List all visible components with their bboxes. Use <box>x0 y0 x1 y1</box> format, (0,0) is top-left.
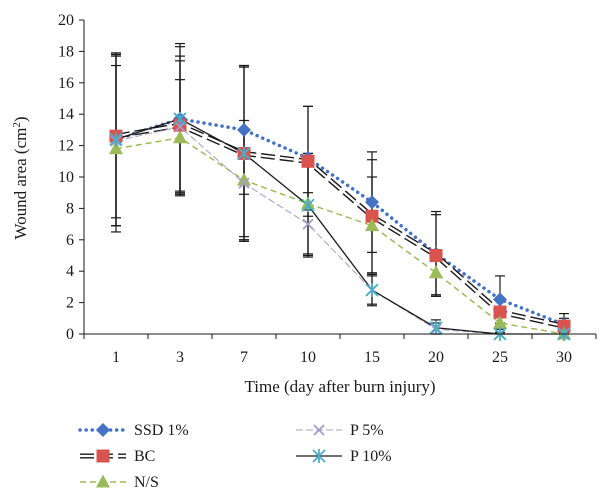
data-point <box>365 218 379 232</box>
legend-label: SSD 1% <box>134 422 189 439</box>
series-4 <box>115 118 564 335</box>
x-tick-label: 10 <box>300 349 316 366</box>
legend-swatch-marker <box>312 449 326 463</box>
y-axis-title-main: Wound area (cm <box>11 128 30 240</box>
data-point <box>237 172 251 186</box>
y-ticks: 0 2 4 6 8 10 12 14 16 18 20 <box>58 12 84 343</box>
data-point <box>109 141 123 155</box>
x-tick-label: 1 <box>112 349 120 366</box>
y-tick-label: 6 <box>66 232 74 249</box>
series-1 <box>115 122 565 329</box>
data-point <box>365 283 379 298</box>
data-point <box>429 265 443 279</box>
y-tick-label: 16 <box>58 75 74 92</box>
y-tick-label: 20 <box>58 12 74 29</box>
data-point <box>173 130 187 144</box>
legend-item: N/S <box>80 474 159 491</box>
x-tick-label: 7 <box>240 349 248 366</box>
x-ticks: 1 3 7 10 15 20 25 30 <box>83 334 597 366</box>
y-tick-label: 0 <box>66 326 74 343</box>
legend-swatch-marker <box>96 423 110 437</box>
series-markers-4 <box>109 111 571 341</box>
data-point <box>301 198 315 213</box>
data-point <box>237 122 251 137</box>
series-2 <box>115 136 565 335</box>
series-line <box>114 117 566 327</box>
legend-swatch-marker <box>313 424 325 436</box>
x-tick-label: 25 <box>492 349 508 366</box>
y-axis-title: Wound area (cm2) <box>11 116 30 239</box>
legend-item: P 10% <box>296 448 392 465</box>
data-point <box>109 132 123 147</box>
data-point <box>493 315 507 329</box>
data-point <box>301 154 315 168</box>
series-3 <box>115 126 564 335</box>
data-point <box>365 209 379 223</box>
legend-swatch-marker <box>96 449 110 463</box>
y-axis-title-sup: 2 <box>11 122 23 128</box>
axes: 0 2 4 6 8 10 12 14 16 18 20 1 3 7 10 15 20 25 30 <box>58 12 597 366</box>
series-line <box>115 136 565 335</box>
series-lines <box>114 117 566 335</box>
legend-label: BC <box>134 448 155 465</box>
series-markers-0 <box>109 111 571 332</box>
data-point <box>238 177 250 189</box>
y-tick-label: 10 <box>58 169 74 186</box>
series-line <box>115 118 564 335</box>
legend-label: P 5% <box>350 422 384 439</box>
series-line <box>115 126 564 335</box>
y-tick-label: 14 <box>58 106 74 123</box>
data-point <box>302 218 314 230</box>
x-tick-label: 30 <box>556 349 572 366</box>
y-tick-label: 8 <box>66 200 74 217</box>
data-point <box>557 319 571 333</box>
legend-label: P 10% <box>350 448 392 465</box>
data-point <box>429 249 443 262</box>
legend-label: N/S <box>134 474 159 491</box>
x-tick-label: 20 <box>428 349 444 366</box>
data-point <box>429 320 443 335</box>
y-tick-label: 12 <box>58 138 74 155</box>
data-point <box>365 195 379 210</box>
legend-swatch-marker <box>96 474 110 488</box>
data-point <box>493 305 507 319</box>
series-0 <box>114 117 566 327</box>
x-tick-label: 15 <box>364 349 380 366</box>
y-tick-label: 2 <box>66 295 74 312</box>
x-axis-title: Time (day after burn injury) <box>244 377 435 396</box>
x-tick-label: 3 <box>176 349 184 366</box>
legend: SSD 1% BC N/S P 5% P 10% <box>78 422 392 491</box>
y-tick-label: 4 <box>66 263 74 280</box>
data-point <box>173 111 187 126</box>
series-markers <box>109 111 571 341</box>
y-tick-label: 18 <box>58 43 74 60</box>
legend-item: P 5% <box>296 422 384 439</box>
legend-item: SSD 1% <box>78 422 189 439</box>
y-axis-title-close: ) <box>11 116 30 122</box>
legend-item: BC <box>80 448 155 465</box>
series-line-inner <box>115 124 565 328</box>
data-point <box>237 146 251 161</box>
data-point <box>493 292 507 307</box>
